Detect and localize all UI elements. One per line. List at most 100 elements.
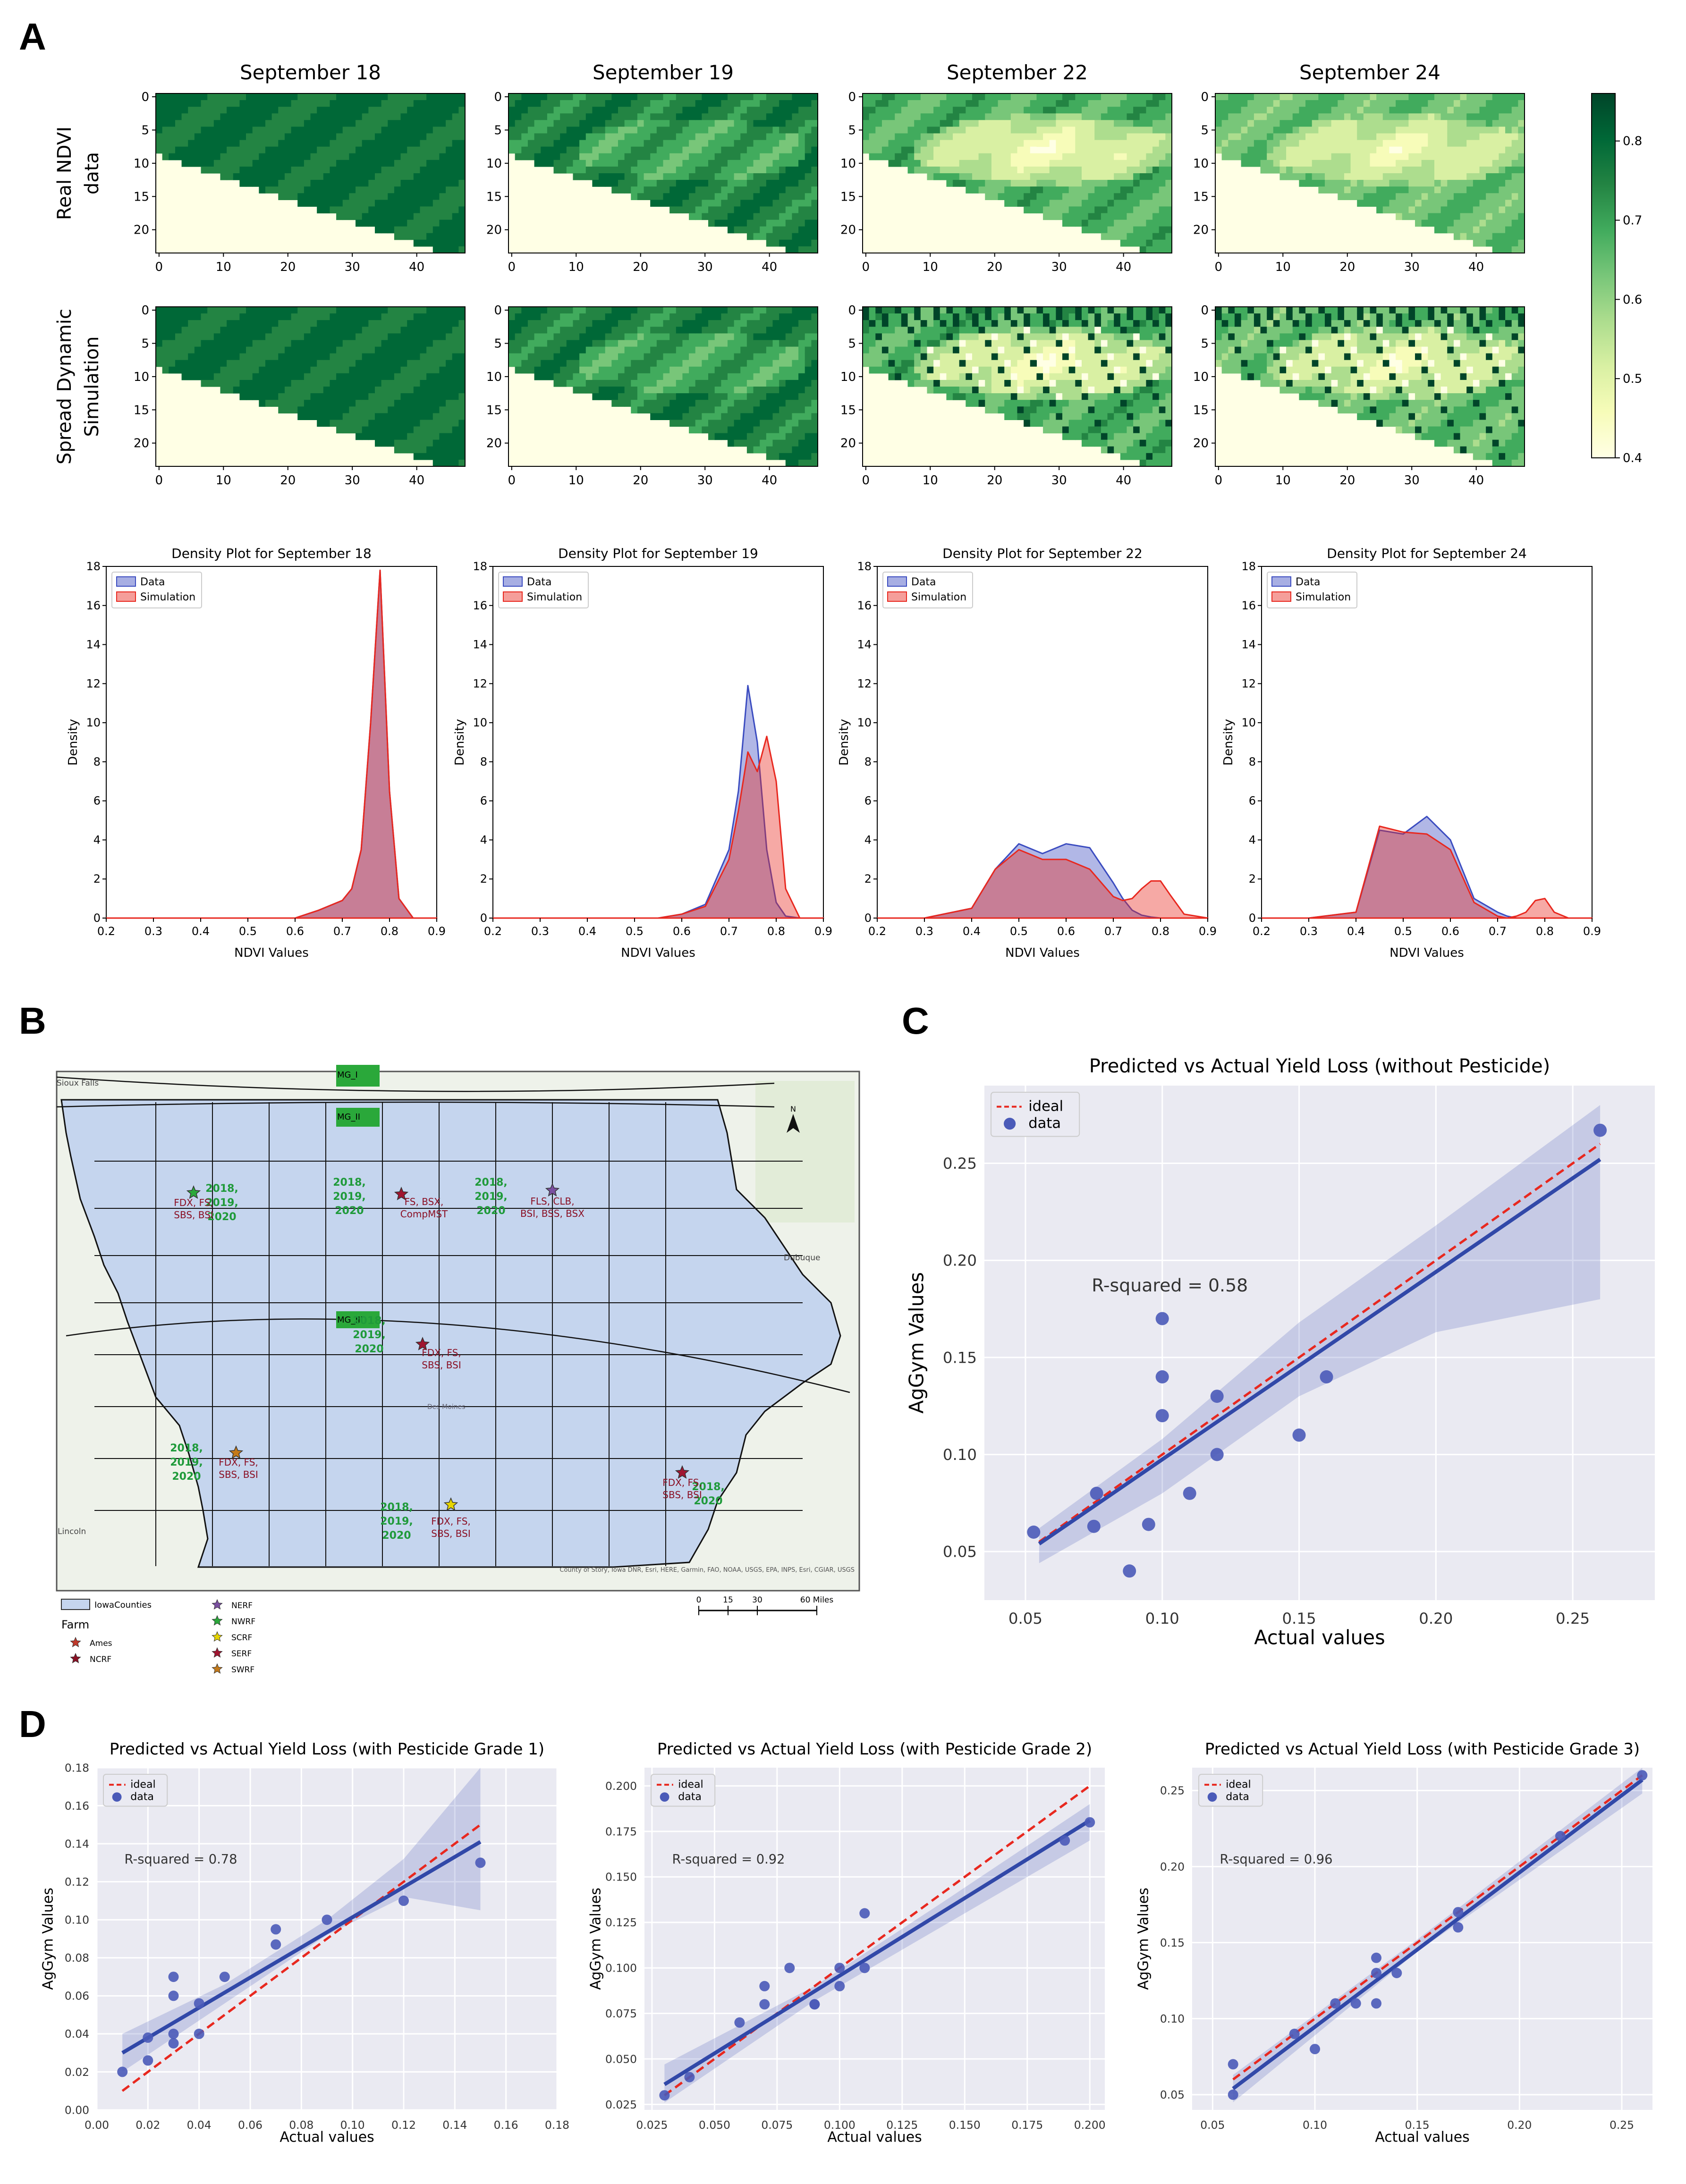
heatmap-cell [946,173,953,180]
heatmap-cell [1114,387,1121,394]
heatmap-cell [753,173,760,180]
heatmap-cell [895,346,902,354]
heatmap-cell [1127,360,1134,367]
heatmap-cell [1049,166,1056,174]
heatmap-cell [1043,153,1050,160]
heatmap-cell [162,100,169,107]
heatmap-cell [349,373,356,380]
heatmap-cell [1062,200,1069,207]
heatmap-cell [374,186,382,194]
heatmap-cell [356,346,363,354]
heatmap-cell [644,146,651,154]
heatmap-cell [746,387,754,394]
heatmap-cell [541,113,548,120]
heatmap-cell [637,173,644,180]
heatmap-cell [1043,213,1050,220]
heatmap-cell [400,226,407,234]
heatmap-cell [1114,420,1121,427]
heatmap-cell [310,120,317,127]
heatmap-cell [1107,206,1114,214]
heatmap-cell [1120,173,1127,180]
heatmap-cell [227,100,234,107]
heatmap-cell [746,226,754,234]
heatmap-cell [1139,320,1147,327]
heatmap-cell [265,360,272,367]
heatmap-x-tick-label: 0 [508,260,516,274]
heatmap-x-tick-label: 40 [409,473,424,488]
heatmap-cell [432,200,440,207]
heatmap-cell [1049,146,1056,154]
heatmap-cell [1017,327,1024,334]
heatmap-cell [1094,126,1101,134]
heatmap-cell [1133,387,1140,394]
heatmap-cell [227,387,234,394]
heatmap-cell [175,366,182,374]
heatmap-cell [798,340,805,347]
heatmap-cell [394,446,401,454]
heatmap-cell [798,453,805,460]
heatmap-cell [721,307,728,314]
heatmap-cell [631,387,638,394]
heatmap-cell [362,379,369,387]
heatmap-cell [695,180,702,187]
heatmap-cell [746,133,754,141]
heatmap-cell [689,173,696,180]
heatmap-cell [310,353,317,361]
heatmap-cell [188,100,195,107]
heatmap-cell [669,153,677,160]
heatmap-cell [362,193,369,200]
heatmap-cell [1127,153,1134,160]
heatmap-cell [284,307,292,314]
heatmap-cell [1094,313,1101,320]
heatmap-cell [624,360,631,367]
heatmap-cell [792,239,799,247]
heatmap-cell [407,200,414,207]
heatmap-cell [304,93,311,101]
heatmap-cell [811,400,818,407]
heatmap-cell [708,133,715,141]
heatmap-cell [1010,193,1018,200]
heatmap-cell [1049,173,1056,180]
heatmap-cell [805,180,812,187]
heatmap-cell [446,366,453,374]
heatmap-cell [1107,226,1114,234]
heatmap-cell [407,433,414,440]
heatmap-cell [439,459,446,467]
heatmap-cell [278,146,285,154]
heatmap-cell [708,353,715,361]
heatmap-cell [1094,200,1101,207]
heatmap-cell [566,153,574,160]
heatmap-cell [265,379,272,387]
heatmap-cell [560,346,567,354]
heatmap-cell [432,446,440,454]
heatmap-cell [1068,333,1076,341]
heatmap-cell [368,353,375,361]
heatmap-cell [1152,446,1160,454]
heatmap-cell [991,353,999,361]
heatmap-cell [297,113,305,120]
heatmap-cell [407,160,414,167]
heatmap-cell [356,206,363,214]
heatmap-cell [734,360,741,367]
heatmap-cell [585,140,593,147]
heatmap-cell [1004,100,1011,107]
heatmap-cell [446,107,453,114]
heatmap-cell [194,133,202,141]
heatmap-cell [310,406,317,413]
heatmap-cell [1146,459,1153,467]
heatmap-cell [766,93,773,101]
heatmap-cell [1127,126,1134,134]
heatmap-cell [966,120,973,127]
heatmap-cell [1159,233,1166,240]
heatmap-cell [1036,393,1043,400]
heatmap-cell [946,146,953,154]
heatmap-cell [188,113,195,120]
heatmap-cell [1094,146,1101,154]
heatmap-cell [1139,213,1147,220]
heatmap-cell [805,446,812,454]
heatmap-cell [1017,107,1024,114]
heatmap-cell [869,100,876,107]
heatmap-cell [721,107,728,114]
heatmap-cell [162,346,169,354]
heatmap-cell [317,360,324,367]
